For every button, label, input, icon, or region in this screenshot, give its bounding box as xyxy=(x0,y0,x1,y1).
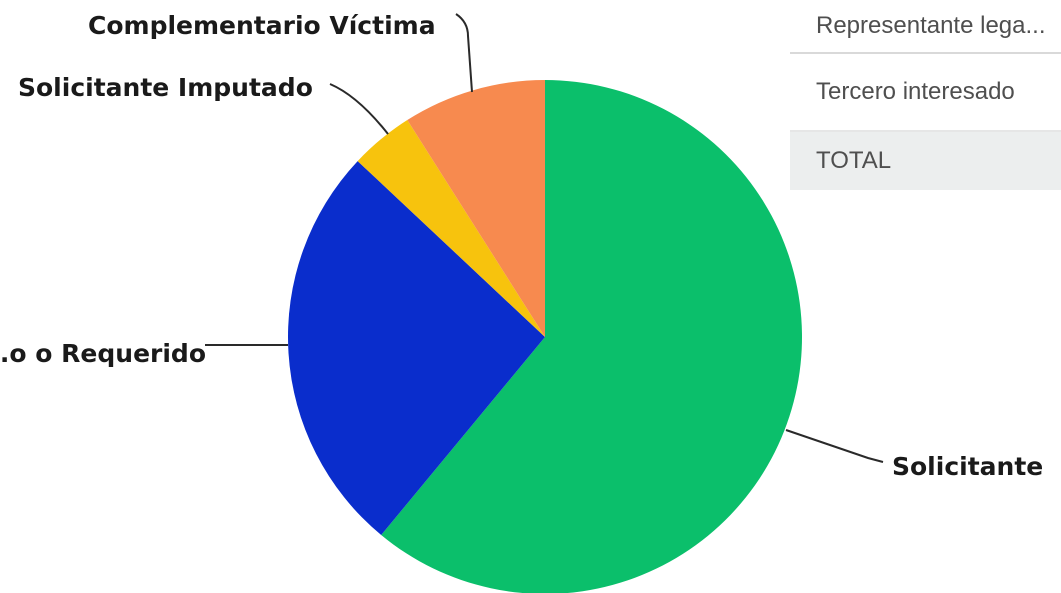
pie-slice-2 xyxy=(357,120,545,337)
pie-slice-0 xyxy=(381,80,802,593)
slice-labels: Solicitante ...o o Requerido Solicitante… xyxy=(0,11,1043,481)
table-row-representante: Representante lega... xyxy=(790,0,1061,54)
table-row-total: TOTAL xyxy=(790,132,1061,190)
leader-lines xyxy=(205,13,884,463)
table-row-tercero: Tercero interesado xyxy=(790,54,1061,132)
pie-slice-1 xyxy=(288,161,545,536)
leader-line-solicitante xyxy=(785,429,884,463)
table-row-label: TOTAL xyxy=(816,147,892,174)
summary-table: Representante lega... Tercero interesado… xyxy=(790,0,1061,190)
slice-label-requerido: ...o o Requerido xyxy=(0,339,206,368)
table-row-label: Tercero interesado xyxy=(816,78,1015,105)
slice-label-solicitante: Solicitante xyxy=(892,452,1043,481)
pie-slice-3 xyxy=(407,80,545,337)
table-row-label: Representante lega... xyxy=(816,12,1046,39)
leader-line-complementario-victima xyxy=(455,13,473,93)
slice-label-complementario-victima: Complementario Víctima xyxy=(88,11,436,40)
leader-line-solicitante-imputado xyxy=(329,83,389,135)
pie-slices xyxy=(288,80,802,593)
slice-label-solicitante-imputado: Solicitante Imputado xyxy=(18,73,313,102)
